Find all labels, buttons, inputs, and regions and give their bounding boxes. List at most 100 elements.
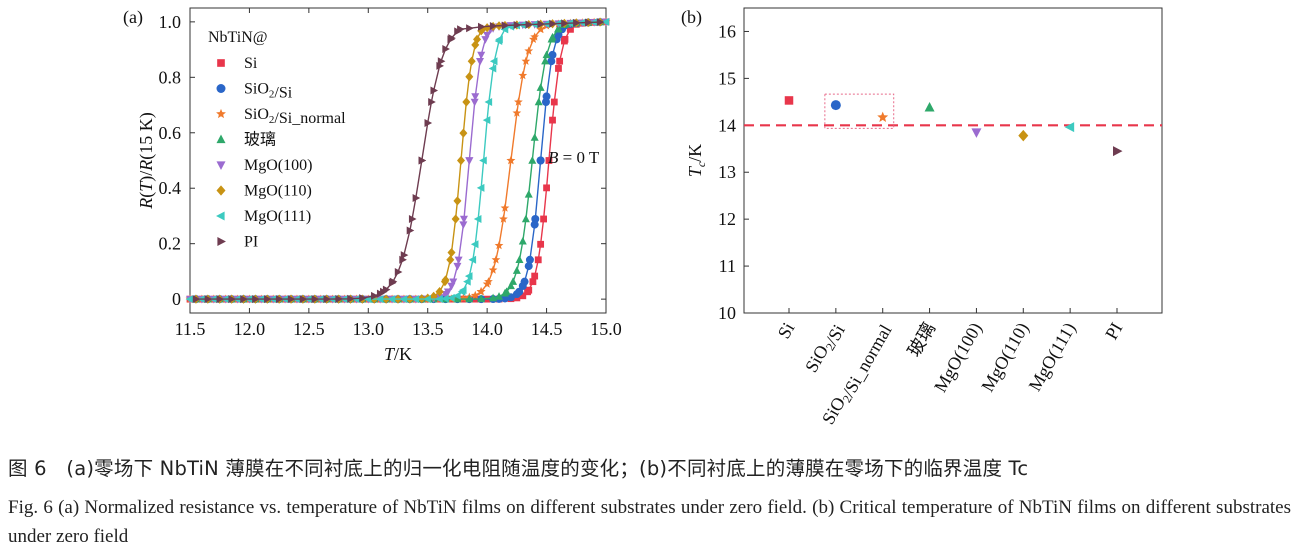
tc-point [971,128,982,138]
data-point [470,240,479,249]
data-point [400,251,409,260]
data-point [494,240,504,250]
legend-label: MgO(110) [244,183,312,200]
data-point [476,183,485,192]
data-point [536,156,545,165]
y-tick-label: 15 [718,68,736,88]
data-point [500,25,509,34]
data-point [542,50,551,59]
legend-marker [216,84,226,93]
data-point [406,226,415,235]
legend-marker [216,134,226,144]
data-point [495,292,504,300]
data-point [536,24,546,33]
data-point [471,93,480,101]
x-tick-label: MgO(111) [1024,319,1080,395]
data-point [453,291,461,300]
x-tick-label: 12.5 [293,319,325,339]
data-point [513,21,522,30]
legend-marker [216,161,226,170]
data-point [447,293,455,302]
data-point [240,295,248,304]
data-point [347,294,355,303]
caption-chinese: 图 6 (a)零场下 NbTiN 薄膜在不同衬底上的归一化电阻随温度的变化；(b… [8,457,1029,480]
panel-b-frame [743,7,1163,314]
y-tick-label: 0.4 [159,178,182,198]
data-point [204,295,213,304]
legend-marker [217,237,226,246]
caption-english: Fig. 6 (a) Normalized resistance vs. tem… [8,497,1291,547]
data-point [387,295,396,304]
data-point [443,288,452,297]
data-point [477,51,486,60]
data-point [335,295,343,304]
data-point [479,156,487,165]
data-point [464,272,473,281]
data-point [501,21,510,30]
tc-point [924,101,935,112]
data-point [473,214,482,223]
x-tick-label: 13.0 [353,319,385,339]
data-point [584,18,593,27]
data-point [466,24,474,33]
data-point [566,25,574,33]
y-tick-label: 0 [172,289,181,309]
data-point [478,22,486,31]
panel-a-label: (a) [123,7,143,28]
data-point [488,265,498,274]
data-point [549,19,557,28]
data-point [488,64,497,73]
legend: NbTiN@ Si SiO2/Si SiO2/Si_normal 玻璃 MgO(100) M… [208,29,346,251]
data-point [506,281,515,290]
data-point [449,278,458,287]
data-point [524,46,534,55]
data-point [596,18,605,27]
data-point [424,118,433,127]
data-point [459,215,468,224]
x-tick-label: 玻璃 [904,319,939,360]
data-point [418,156,427,165]
data-point [556,57,564,65]
x-axis-label: T/K [384,344,412,364]
data-point [459,221,468,229]
data-point [483,23,492,33]
data-point [453,294,462,303]
x-tick-label: 13.5 [412,319,444,339]
data-point [509,277,518,285]
data-point [502,287,511,295]
y-tick-label: 14 [718,115,736,135]
data-point [275,295,284,304]
data-point [473,34,482,44]
data-point [382,285,391,294]
data-point [468,255,477,264]
x-tick-label: Si [774,319,799,342]
data-point [446,255,455,265]
data-point [447,247,456,258]
data-point [465,294,474,303]
data-point [495,35,503,44]
data-point [491,255,501,264]
data-point [412,194,421,203]
data-point [408,214,417,223]
legend-marker [217,59,225,67]
y-axis-label: Tc/K [685,144,708,177]
data-point [311,295,320,304]
x-tick-label: PI [1101,319,1126,343]
data-point [555,65,562,72]
data-point [536,83,545,91]
data-point [520,277,529,286]
legend-label: PI [244,234,258,251]
data-point [518,70,528,80]
data-point [448,34,456,43]
data-point [543,184,550,192]
data-point [456,155,465,166]
data-point [470,290,480,300]
legend-label: SiO2/Si_normal [244,106,346,127]
data-point [394,268,403,277]
data-point [399,295,408,304]
data-point [554,24,563,32]
panel-a-frame [189,7,607,314]
data-point [453,196,462,206]
data-point [524,190,533,198]
